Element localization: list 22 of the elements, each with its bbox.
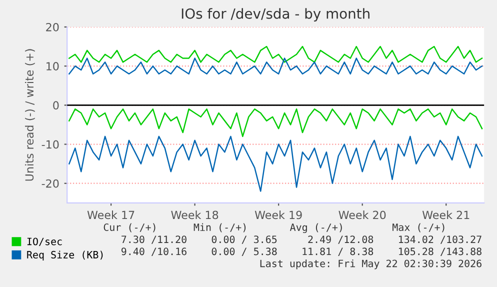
x-tick-label: Week 20 [338,210,386,220]
y-axis-title: Units read (-) / write (+) [25,49,35,181]
line-series [68,108,483,138]
y-tick-label: 10 [46,62,59,70]
y-tick-label: -10 [42,140,59,149]
x-tick-label: Week 18 [171,210,218,220]
line-series [68,46,483,63]
line-series [68,58,483,75]
text: 9.40 /10.16 0.00 / 5.38 11.81 / 8.38 105.28 /143.88 [121,248,482,256]
chart-title: IOs for /dev/sda - by month [182,8,370,22]
x-tick-label: Week 19 [254,210,302,220]
x-tick-label: Week 21 [422,210,470,220]
x-tick-label: Week 17 [87,210,134,220]
y-tick-label: 20 [46,22,59,32]
legend-label: IO/sec [27,238,62,246]
y-tick-label: 0 [53,101,59,110]
y-tick-label: -20 [42,179,59,188]
legend-label: Req Size (KB) [27,250,103,260]
text: Last update: Fri May 22 02:30:39 2026 [260,260,482,270]
text: 7.30 /11.20 0.00 / 3.65 2.49 /12.08 134.02 /103.27 [122,236,482,244]
text: Cur (-/+) Min (-/+) Avg (-/+) Max (-/+) [104,223,444,234]
line-series [68,136,483,192]
